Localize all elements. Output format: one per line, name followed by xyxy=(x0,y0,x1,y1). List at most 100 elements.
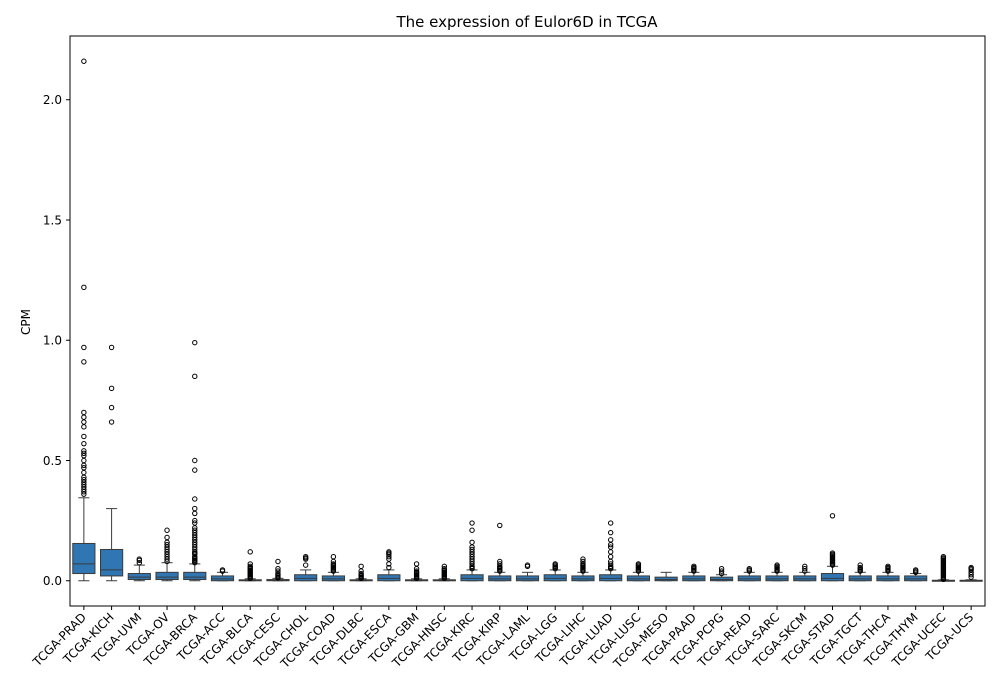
outlier-point xyxy=(81,409,87,416)
box-body xyxy=(599,574,623,582)
plot-frame xyxy=(69,35,986,607)
outlier-point xyxy=(81,477,87,483)
outlier-point xyxy=(302,553,309,560)
box-tcga-read xyxy=(737,566,761,582)
box-body xyxy=(654,576,678,582)
box-tcga-meso xyxy=(654,571,678,582)
outlier-point xyxy=(607,529,614,536)
outlier-point xyxy=(607,553,614,560)
outlier-point xyxy=(81,284,87,291)
outlier-point xyxy=(108,385,115,392)
box-body xyxy=(710,576,734,582)
outlier-point xyxy=(81,465,87,471)
box-body xyxy=(183,571,207,581)
outlier-point xyxy=(358,563,364,570)
box-tcga-lusc xyxy=(626,561,650,582)
outlier-point xyxy=(386,564,392,571)
outlier-point xyxy=(81,414,87,420)
outlier-point xyxy=(497,558,503,565)
outlier-point xyxy=(607,544,614,550)
outlier-point xyxy=(469,520,475,526)
outlier-point xyxy=(192,373,198,380)
box-tcga-luad xyxy=(599,520,623,582)
outlier-point xyxy=(358,570,364,577)
outlier-point xyxy=(81,419,87,425)
y-tick-label: 2.0 xyxy=(43,93,62,107)
plot-area xyxy=(72,58,983,583)
outlier-point xyxy=(136,556,143,562)
outlier-point xyxy=(802,566,808,572)
box-tcga-dlbc xyxy=(349,563,373,582)
outlier-point xyxy=(441,563,448,570)
outlier-point xyxy=(857,562,863,568)
box-tcga-lihc xyxy=(571,556,595,582)
y-tick-label: 0.0 xyxy=(43,574,62,588)
outlier-point xyxy=(81,433,87,440)
outlier-point xyxy=(81,440,87,447)
outlier-point xyxy=(108,344,115,351)
box-body xyxy=(294,574,318,582)
box-tcga-prad xyxy=(72,58,96,582)
y-axis: 0.0 0.5 1.0 1.5 2.0 xyxy=(43,93,70,588)
box-tcga-kirc xyxy=(460,520,484,582)
box-body xyxy=(72,542,96,575)
outlier-point xyxy=(275,568,281,574)
outlier-point xyxy=(912,567,919,573)
outlier-point xyxy=(192,520,198,526)
outlier-point xyxy=(81,457,87,464)
outlier-point xyxy=(81,359,87,365)
box-tcga-ov xyxy=(155,527,179,582)
outlier-point xyxy=(81,448,87,454)
outlier-point xyxy=(607,520,614,526)
y-tick-label: 1.0 xyxy=(43,334,62,348)
box-tcga-sarc xyxy=(765,562,789,582)
box-tcga-thym xyxy=(904,567,928,582)
outlier-point xyxy=(829,550,836,556)
outlier-point xyxy=(746,566,753,572)
box-tcga-gbm xyxy=(405,561,429,582)
outlier-point xyxy=(552,561,558,567)
outlier-point xyxy=(164,534,170,541)
outlier-point xyxy=(802,563,808,570)
y-tick-label: 0.5 xyxy=(43,454,62,468)
outlier-point xyxy=(247,549,253,555)
outlier-point xyxy=(857,564,863,571)
box-tcga-stad xyxy=(820,513,845,582)
box-tcga-chol xyxy=(294,553,318,582)
outlier-point xyxy=(524,562,531,568)
outlier-point xyxy=(330,561,337,567)
outlier-point xyxy=(81,424,87,430)
box-tcga-uvm xyxy=(127,556,151,582)
outlier-point xyxy=(108,404,115,411)
outlier-point xyxy=(469,527,475,533)
outlier-point xyxy=(441,566,448,572)
outlier-point xyxy=(607,549,614,555)
y-tick-label: 1.5 xyxy=(43,213,62,227)
box-tcga-lgg xyxy=(543,561,567,582)
outlier-point xyxy=(192,505,198,512)
box-tcga-skcm xyxy=(793,563,817,582)
outlier-point xyxy=(192,510,198,517)
outlier-point xyxy=(192,496,198,502)
outlier-point xyxy=(275,558,281,565)
outlier-point xyxy=(81,450,87,456)
outlier-point xyxy=(164,527,170,533)
outlier-point xyxy=(829,513,836,519)
box-tcga-pcpg xyxy=(710,566,734,582)
outlier-point xyxy=(275,566,281,572)
outlier-point xyxy=(108,419,115,425)
box-tcga-cesc xyxy=(266,558,290,582)
outlier-point xyxy=(718,568,725,574)
outlier-point xyxy=(192,457,198,464)
outlier-point xyxy=(497,522,503,529)
box-tcga-thca xyxy=(876,563,900,582)
outlier-point xyxy=(219,567,226,573)
outlier-point xyxy=(691,563,697,570)
outlier-point xyxy=(330,553,337,560)
box-body xyxy=(100,548,124,577)
box-tcga-kirp xyxy=(488,522,512,582)
outlier-point xyxy=(413,568,420,574)
box-tcga-kich xyxy=(100,344,124,582)
outlier-point xyxy=(81,344,87,351)
